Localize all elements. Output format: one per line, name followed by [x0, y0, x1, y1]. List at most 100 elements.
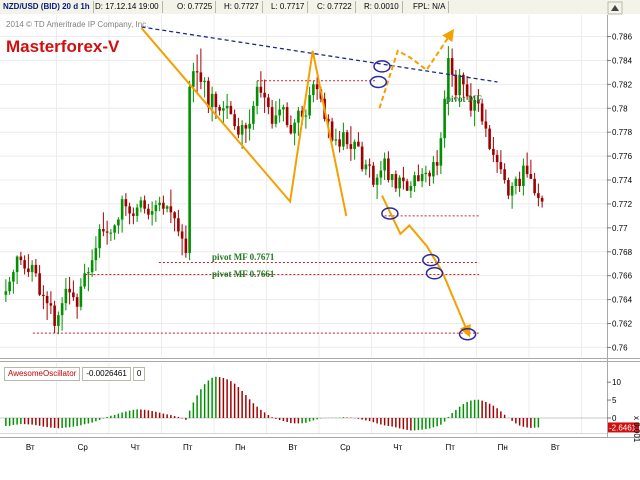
candle-body [383, 158, 386, 171]
marker-circle [458, 328, 477, 341]
candle-body [12, 272, 15, 282]
candle-body [98, 229, 101, 249]
candle-body [289, 125, 293, 134]
candle-body [64, 288, 68, 304]
price-tick-label: 0.764 [612, 296, 633, 305]
candle-body [128, 206, 131, 214]
candle-body [405, 181, 409, 191]
zigzag-pattern [140, 27, 348, 217]
day-label: Пн [235, 443, 245, 452]
candle-body [499, 162, 503, 170]
candle-body [510, 186, 514, 196]
candle-body [480, 103, 484, 122]
oscillator-value: -0.0026461 [82, 367, 131, 381]
candle-body [180, 231, 184, 239]
candle-body [252, 105, 255, 124]
candle-body [390, 174, 394, 181]
price-tick-label: 0.782 [612, 80, 633, 89]
candle-body [282, 107, 285, 110]
candle-body [375, 177, 379, 185]
candle-body [424, 172, 428, 175]
candle-body [540, 197, 544, 202]
price-tick-label: 0.784 [612, 56, 633, 65]
candle-body [473, 99, 476, 111]
oscillator-param: 0 [132, 367, 146, 381]
date-label: D: 17.12.14 19:00 [92, 1, 163, 13]
candle-body [308, 95, 311, 116]
candle-body [177, 218, 180, 232]
candle-body [267, 97, 270, 108]
oscillator-current-value: -2.6461 [609, 423, 637, 432]
candle-body [90, 260, 94, 273]
candle-body [19, 256, 23, 261]
candle-body [117, 219, 120, 226]
day-label: Вт [26, 443, 35, 452]
price-tick-label: 0.77 [612, 224, 628, 233]
candle-body [195, 71, 199, 73]
day-label: Вт [551, 443, 560, 452]
candle-body [327, 119, 330, 122]
candle-body [79, 286, 83, 307]
candle-body [109, 232, 113, 234]
candle-body [304, 115, 308, 117]
candle-body [529, 174, 533, 179]
candle-body [120, 199, 124, 220]
candle-body [75, 297, 79, 307]
day-label: Пн [498, 443, 508, 452]
candle-body [49, 303, 53, 306]
candle-body [338, 139, 341, 147]
candle-body [420, 174, 424, 182]
candle-body [8, 281, 11, 292]
candle-body [57, 315, 60, 326]
candle-body [184, 238, 188, 253]
day-label: Ср [78, 443, 89, 452]
price-tick-label: 0.778 [612, 128, 633, 137]
candle-body [255, 86, 259, 106]
candle-body [248, 123, 251, 129]
day-label: Пт [446, 443, 456, 452]
candle-body [15, 256, 19, 273]
candle-body [518, 178, 521, 186]
day-label: Вт [288, 443, 297, 452]
price-tick-label: 0.776 [612, 152, 633, 161]
candle-body [413, 175, 416, 186]
candle-body [207, 80, 210, 108]
candle-body [379, 170, 383, 178]
candle-body [315, 84, 319, 90]
range-label: R: 0.0010 [361, 1, 403, 13]
candle-body [263, 92, 266, 98]
open-label: O: 0.7725 [174, 1, 217, 13]
candle-body [38, 273, 41, 295]
candle-body [477, 99, 480, 104]
candle-body [162, 202, 165, 209]
candle-body [394, 174, 398, 189]
candle-body [432, 162, 435, 177]
day-label: Пт [183, 443, 193, 452]
candle-body [458, 74, 461, 96]
projection-down-arrow [381, 195, 471, 338]
candle-body [214, 93, 218, 108]
oscillator-tick-label: 5 [612, 396, 617, 405]
candle-body [94, 248, 98, 261]
projection-up-arrow [378, 28, 455, 109]
oscillator-scale-note: x 0.001 [632, 416, 640, 443]
candle-body [525, 165, 529, 175]
candle-body [353, 141, 356, 149]
candle-body [34, 264, 38, 274]
candle-body [495, 154, 499, 163]
candle-body [188, 86, 191, 253]
copyright-note: 2014 © TD Ameritrade IP Company, Inc. [6, 20, 148, 29]
candle-body [439, 138, 443, 166]
candle-body [312, 84, 315, 96]
candle-body [345, 132, 349, 145]
candle-body [285, 107, 289, 126]
candle-body [514, 178, 518, 186]
candle-body [222, 108, 225, 111]
high-label: H: 0.7727 [221, 1, 263, 13]
candle-body [360, 146, 364, 170]
candle-body [349, 144, 353, 149]
candle-body [105, 231, 109, 233]
candle-body [150, 211, 154, 215]
candle-body [270, 107, 274, 124]
